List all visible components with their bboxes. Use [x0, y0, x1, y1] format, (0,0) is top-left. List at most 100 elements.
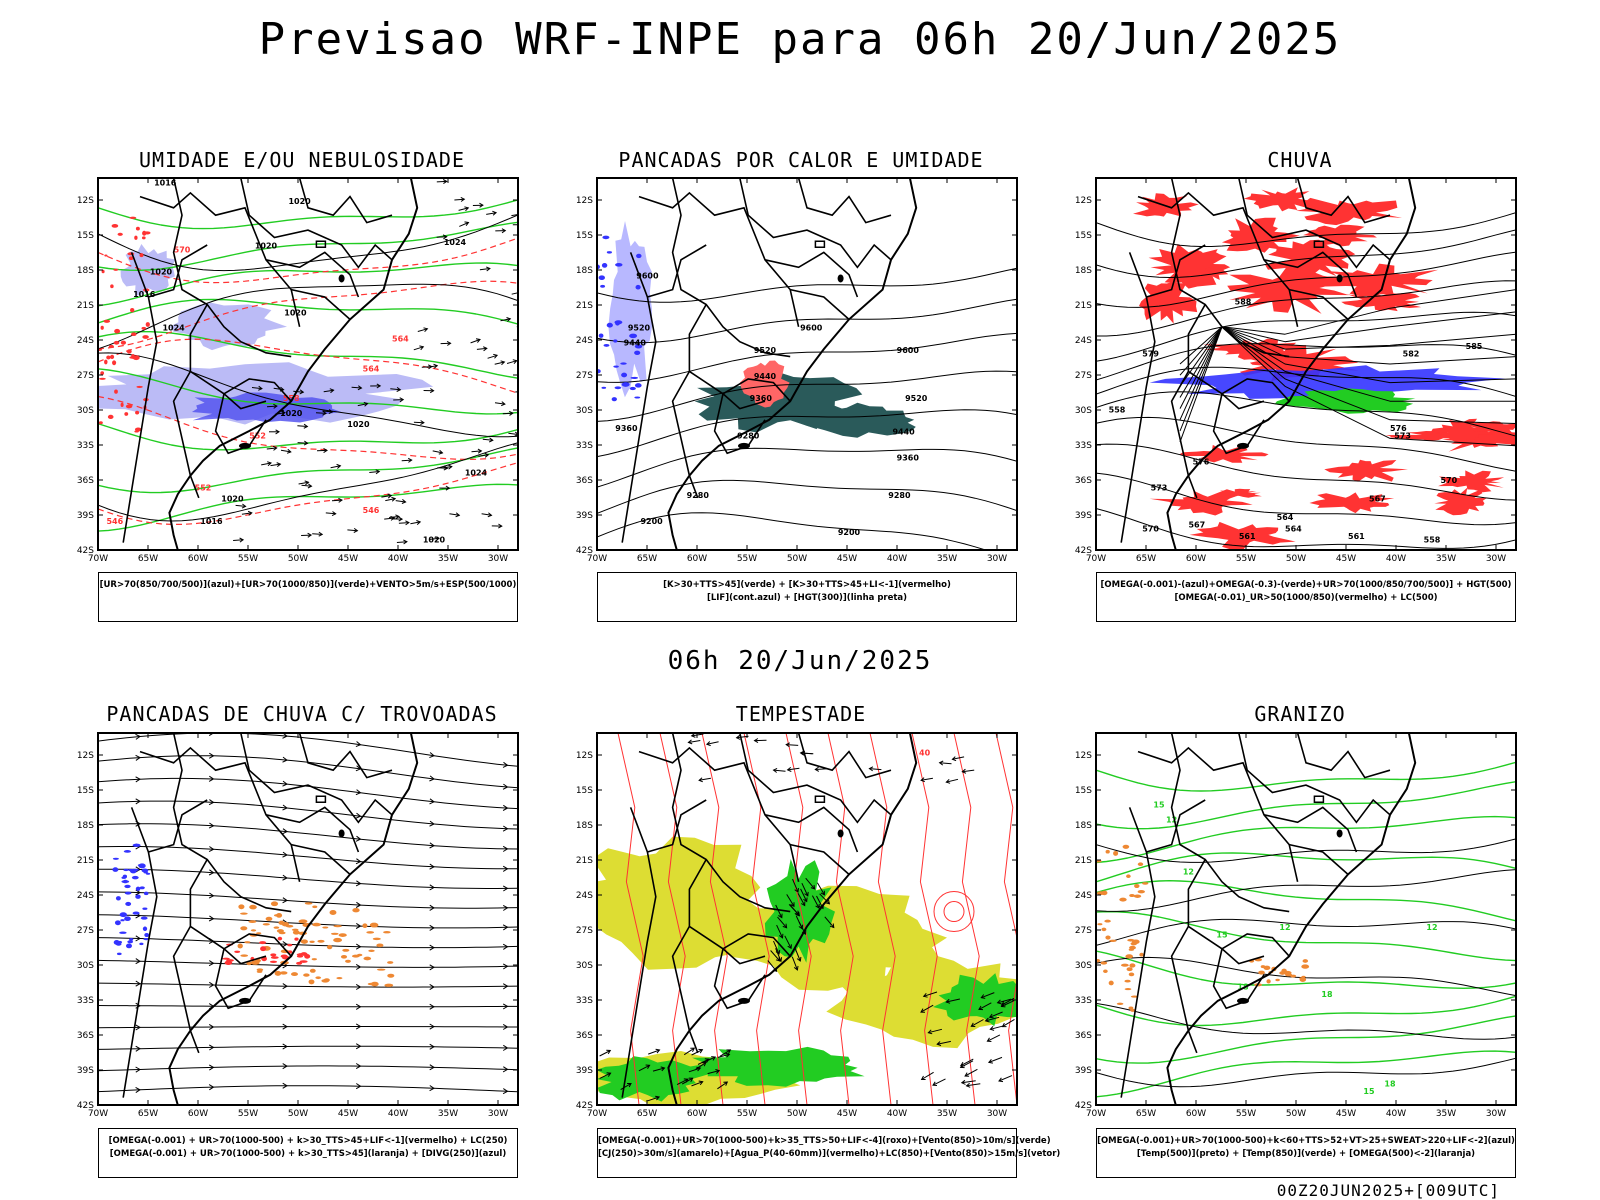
- thunder-red-area: [259, 941, 267, 945]
- thunder-orange-area: [273, 926, 280, 929]
- wind-vector: [273, 387, 284, 391]
- wind-vector-head: [965, 1082, 971, 1088]
- streamline-arrow: [502, 1003, 509, 1010]
- streamline-arrow: [135, 1066, 141, 1073]
- wind-vector: [266, 447, 277, 450]
- thunder-red-area: [280, 954, 288, 958]
- wind-vector-head: [487, 512, 493, 518]
- legend-granizo: [OMEGA(-0.001)+UR>70(1000-500)+k<60+TTS>…: [1096, 1128, 1516, 1178]
- contour-label: 552: [195, 484, 212, 493]
- thunder-orange-area: [244, 941, 251, 944]
- contour-speckle: [114, 328, 121, 334]
- lat-tick-label: 30S: [77, 406, 94, 416]
- omega500-area: [1275, 978, 1280, 982]
- map-panel-2: 9600 9520 9440 9600 9600 9520 9440 9360 9280 9360…: [576, 177, 1018, 564]
- streamline-arrow: [208, 892, 215, 899]
- lon-tick-label: 50W: [1286, 1109, 1306, 1119]
- hgt500-contour: [1096, 311, 1516, 362]
- lat-tick-label: 33S: [1075, 996, 1092, 1006]
- legend-pancadas-calor: [K>30+TTS>45](verde) + [K>30+TTS>45+LI<-…: [597, 572, 1017, 622]
- legend-umidade: [UR>70(850/700/500)](azul)+[UR>70(1000/8…: [98, 572, 518, 622]
- wind-vector: [390, 388, 401, 391]
- streamline-arrow: [502, 825, 509, 832]
- lat-tick-label: 15S: [1075, 231, 1092, 241]
- wind-vector: [775, 904, 783, 918]
- lat-tick-label: 36S: [576, 1031, 593, 1041]
- wind-vector-head: [775, 956, 781, 962]
- streamline-arrow: [429, 924, 435, 931]
- wind-vector: [776, 924, 783, 939]
- wind-vector: [437, 467, 448, 469]
- wind-vector: [454, 198, 465, 201]
- main-title: Previsao WRF-INPE para 06h 20/Jun/2025: [258, 14, 1342, 65]
- wind-vector: [357, 403, 368, 407]
- humidity-area: [191, 392, 342, 423]
- contour-speckle: [100, 325, 104, 330]
- divergence-area: [132, 911, 140, 915]
- lat-tick-label: 30S: [576, 406, 593, 416]
- wind-vector-head: [446, 340, 452, 346]
- contour-speckle: [131, 353, 135, 359]
- contour-label: 567: [1369, 495, 1386, 504]
- wind-vector: [691, 1081, 703, 1087]
- wind-vector-head: [984, 1017, 990, 1023]
- political-border: [722, 378, 791, 402]
- streamline-arrow: [502, 783, 509, 790]
- contour-speckle: [134, 430, 139, 433]
- thickness-contour: [98, 395, 518, 460]
- lon-tick-label: 40W: [1386, 1109, 1406, 1119]
- omega500-area: [1127, 938, 1135, 942]
- wind-vector-head: [442, 179, 448, 185]
- contour-speckle: [129, 216, 137, 219]
- panel-title-chuva: CHUVA: [1267, 148, 1333, 172]
- streamline-arrow: [135, 866, 141, 873]
- lon-tick-label: 60W: [687, 1109, 707, 1119]
- omega-area: [1149, 365, 1506, 399]
- omega500-area: [1125, 954, 1134, 959]
- streamline-arrow: [502, 1023, 509, 1030]
- wind-vector: [325, 512, 336, 515]
- wind-vector: [369, 471, 380, 473]
- wind-vector: [261, 462, 272, 466]
- lat-tick-label: 15S: [1075, 786, 1092, 796]
- omega500-area: [1103, 969, 1108, 973]
- political-border: [1263, 251, 1358, 298]
- lon-tick-label: 60W: [188, 1109, 208, 1119]
- lif-contour: [629, 386, 636, 391]
- rain-area: [1468, 421, 1516, 434]
- thunder-orange-area: [329, 910, 337, 915]
- wind-vector-head: [936, 1041, 942, 1047]
- thunder-orange-area: [362, 923, 368, 929]
- coastline: [1166, 178, 1417, 550]
- streamline-arrow: [502, 761, 509, 768]
- contour-speckle: [143, 231, 151, 235]
- lif-contour: [598, 275, 605, 281]
- divergence-area: [124, 891, 132, 895]
- wind-vector-head: [753, 738, 759, 744]
- temp500-contour: [1096, 1057, 1516, 1088]
- hgt500-contour: [1096, 212, 1516, 247]
- lat-tick-label: 30S: [576, 961, 593, 971]
- lif-area: [608, 221, 653, 398]
- political-border: [713, 393, 766, 455]
- lon-tick-label: 35W: [937, 554, 957, 564]
- thunder-orange-area: [256, 932, 262, 935]
- streamline-arrow: [502, 1088, 509, 1095]
- lc500-streamline: [1179, 311, 1516, 376]
- lat-tick-label: 27S: [576, 371, 593, 381]
- wind-vector-head: [960, 1061, 965, 1067]
- streamline-arrow: [282, 1063, 288, 1070]
- wind-vector: [699, 777, 711, 781]
- lon-tick-label: 40W: [388, 554, 408, 564]
- divergence-area: [140, 916, 148, 920]
- lif-contour: [636, 253, 642, 259]
- lat-tick-label: 39S: [1075, 511, 1092, 521]
- thunder-orange-area: [309, 968, 316, 973]
- panel-title-pancadas-calor: PANCADAS POR CALOR E UMIDADE: [618, 148, 984, 172]
- wind-vector: [683, 1047, 695, 1056]
- wind-vector: [946, 778, 959, 783]
- lon-tick-label: 55W: [238, 1109, 258, 1119]
- political-border: [671, 926, 699, 1054]
- wind-vector-head: [303, 440, 309, 446]
